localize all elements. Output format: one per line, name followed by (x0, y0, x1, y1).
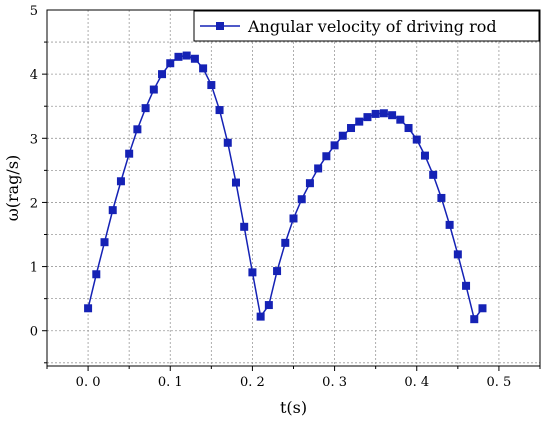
x-tick-label: 0. 5 (487, 375, 512, 390)
legend-box (193, 10, 540, 42)
data-point (347, 124, 356, 133)
data-point (289, 214, 298, 223)
data-point (388, 111, 397, 120)
data-point (240, 222, 249, 231)
data-point (158, 70, 167, 79)
data-point (141, 104, 150, 113)
data-point (297, 195, 306, 204)
data-point (322, 152, 331, 161)
data-point (207, 81, 216, 90)
data-point (84, 304, 93, 313)
data-point (404, 124, 413, 133)
data-point (338, 131, 347, 140)
x-axis-title: t(s) (280, 398, 307, 417)
x-tick-label: 0. 0 (76, 375, 101, 390)
series-layer (84, 51, 487, 324)
data-point (363, 113, 372, 122)
data-point (92, 270, 101, 279)
data-point (223, 138, 232, 147)
data-point (470, 315, 479, 324)
data-point (231, 178, 240, 187)
y-tick-label: 3 (30, 132, 38, 147)
data-point (182, 51, 191, 60)
data-point (314, 164, 323, 173)
data-point (100, 238, 109, 247)
x-tick-label: 0. 4 (404, 375, 429, 390)
data-point (330, 141, 339, 150)
data-point (116, 177, 125, 186)
tick-marks (42, 41, 541, 371)
data-point (125, 149, 134, 158)
data-point (478, 304, 487, 313)
data-point (199, 64, 208, 73)
y-tick-label: 5 (30, 4, 38, 19)
y-tick-label: 0 (30, 325, 38, 340)
data-point (396, 115, 405, 124)
x-tick-label: 0. 1 (158, 375, 183, 390)
data-point (273, 267, 282, 276)
data-point (248, 268, 257, 277)
tick-labels: 0. 0 0. 1 0. 2 0. 3 0. 4 0. 5 0 1 2 3 4 5 (30, 4, 512, 390)
x-tick-label: 0. 2 (240, 375, 265, 390)
series-line (87, 54, 484, 321)
y-tick-label: 4 (30, 68, 38, 83)
data-point (420, 151, 429, 160)
data-point (133, 125, 142, 134)
data-point (174, 52, 183, 61)
data-point (355, 117, 364, 126)
legend-marker-swatch (216, 22, 224, 30)
legend: Angular velocity of driving rod (193, 10, 540, 42)
data-point (453, 250, 462, 259)
data-point (281, 238, 290, 247)
data-point (429, 170, 438, 179)
y-tick-label: 1 (30, 261, 38, 276)
data-point (379, 109, 388, 118)
data-point (190, 54, 199, 63)
data-point (149, 85, 158, 94)
data-point (371, 109, 380, 118)
data-point (305, 179, 314, 188)
x-tick-label: 0. 3 (322, 375, 347, 390)
data-point (166, 59, 175, 68)
legend-label: Angular velocity of driving rod (247, 17, 497, 36)
y-axis-title: ω(rag/s) (3, 155, 22, 222)
data-point (108, 206, 117, 215)
data-point (437, 193, 446, 202)
grid (46, 10, 541, 366)
data-point (215, 106, 224, 115)
y-tick-label: 2 (30, 196, 38, 211)
data-point (445, 220, 454, 229)
data-point (462, 281, 471, 290)
data-point (412, 135, 421, 144)
data-point (264, 301, 273, 310)
data-point (256, 312, 265, 321)
